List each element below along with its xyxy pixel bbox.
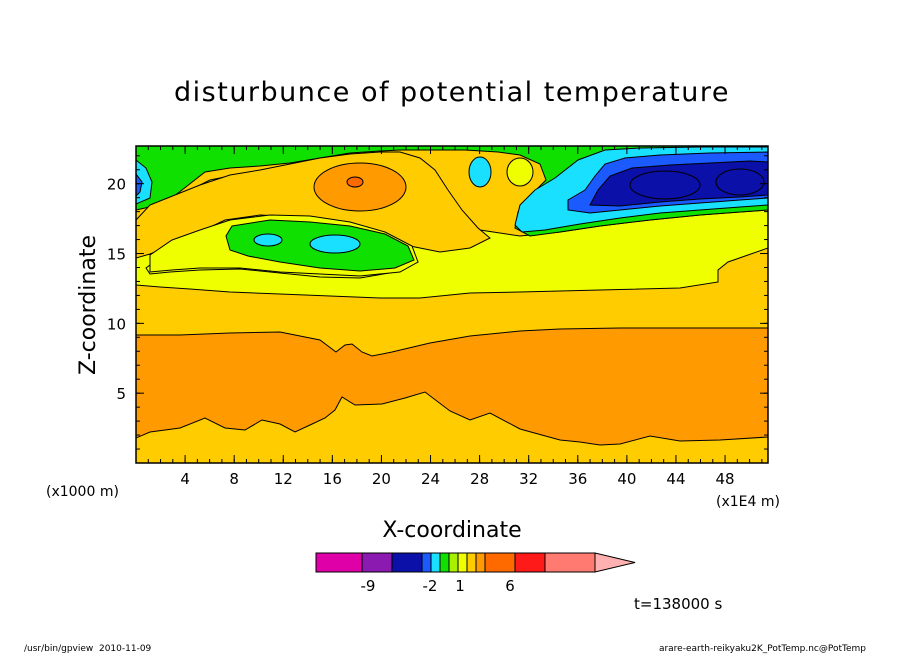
- colorbar-arrow: [594, 552, 636, 573]
- chart-title: disturbunce of potential temperature: [174, 77, 730, 108]
- blob-yellow-small: [506, 157, 534, 187]
- x-tick-label: 16: [323, 470, 342, 488]
- x-tick-label: 20: [372, 470, 391, 488]
- edge-left-blue: [136, 173, 143, 197]
- colorbar-segment: [430, 552, 441, 573]
- colorbar-ticks: -9 -2 1 6: [361, 577, 515, 595]
- footer-left: /usr/bin/gpview 2010-11-09: [24, 644, 152, 654]
- colorbar-segment: [448, 552, 459, 573]
- y-tick-label: 15: [107, 246, 126, 264]
- colorbar-segment: [421, 552, 432, 573]
- x-axis-label: X-coordinate: [382, 518, 521, 543]
- blob-red-top: [346, 176, 364, 188]
- blob-orange-top: [313, 162, 407, 212]
- y-tick-label: 20: [107, 176, 126, 194]
- time-label: t=138000 s: [634, 595, 722, 613]
- plot-area: [136, 146, 768, 463]
- x-tick-label: 4: [180, 470, 190, 488]
- colorbar: [315, 552, 636, 573]
- colorbar-segment: [457, 552, 468, 573]
- y-axis: 5 10 15 20: [107, 155, 768, 450]
- colorbar-segment: [361, 552, 393, 573]
- x-tick-label: 36: [568, 470, 587, 488]
- x-tick-label: 24: [421, 470, 440, 488]
- band-orange: [136, 327, 768, 446]
- x-tick-label: 32: [519, 470, 538, 488]
- x-axis: 4 8 12 16 20 24 28 32 36 40 44 48: [147, 146, 763, 488]
- colorbar-tick-label: -2: [423, 577, 438, 595]
- colorbar-segment: [514, 552, 546, 573]
- x-tick-label: 28: [470, 470, 489, 488]
- core-navy-1: [629, 170, 701, 200]
- blob-cyan-2: [309, 234, 361, 254]
- colorbar-tick-label: -9: [361, 577, 376, 595]
- y-axis-label: Z-coordinate: [76, 235, 101, 375]
- footer-right: arare-earth-reikyaku2K_PotTemp.nc@PotTem…: [659, 644, 866, 654]
- x-tick-label: 8: [229, 470, 239, 488]
- plot-frame: [135, 145, 769, 464]
- x-unit-right: (x1E4 m): [716, 494, 780, 510]
- core-navy-2: [715, 168, 765, 196]
- colorbar-segment: [475, 552, 486, 573]
- x-unit-left: (x1000 m): [46, 484, 119, 500]
- colorbar-segment: [544, 552, 596, 573]
- y-tick-label: 10: [107, 315, 126, 333]
- colorbar-tick-label: 1: [455, 577, 465, 595]
- colorbar-segment: [391, 552, 423, 573]
- edge-left-cyan: [136, 159, 153, 205]
- x-tick-label: 40: [617, 470, 636, 488]
- y-tick-label: 5: [116, 385, 126, 403]
- x-tick-label: 48: [716, 470, 735, 488]
- x-tick-label: 44: [666, 470, 685, 488]
- colorbar-segment: [466, 552, 477, 573]
- colorbar-segment: [484, 552, 516, 573]
- colorbar-segment: [315, 552, 363, 573]
- colorbar-segment: [439, 552, 450, 573]
- blob-cyan-3: [468, 156, 492, 188]
- blob-cyan-1: [253, 233, 283, 247]
- colorbar-tick-label: 6: [505, 577, 515, 595]
- x-tick-label: 12: [274, 470, 293, 488]
